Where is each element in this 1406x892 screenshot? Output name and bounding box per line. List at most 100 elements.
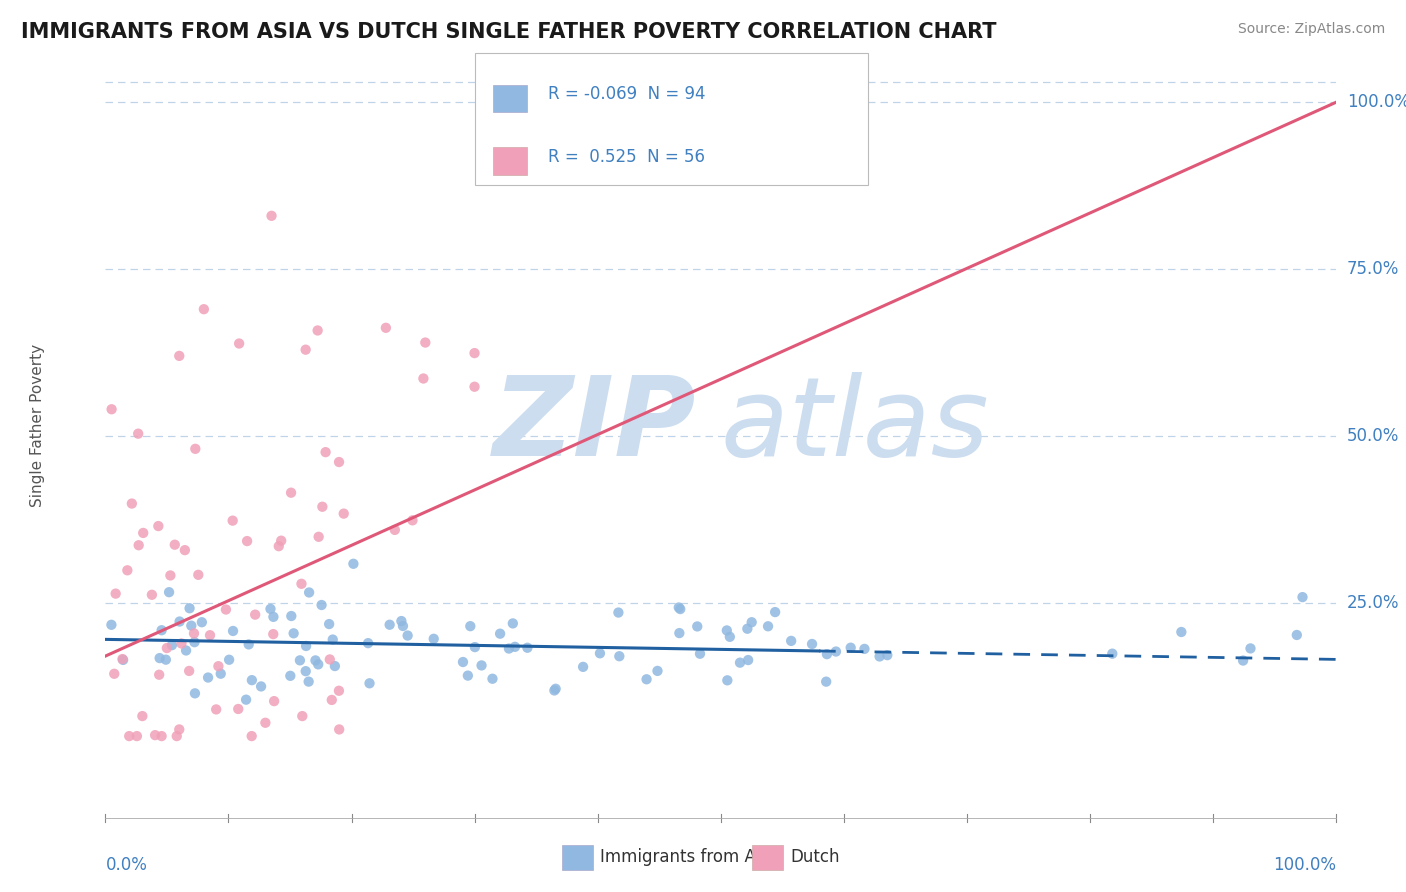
Point	[280, 609, 302, 624]
Point	[295, 639, 318, 653]
Point	[1285, 628, 1308, 642]
Point	[1232, 654, 1254, 668]
Point	[718, 630, 741, 644]
Point	[112, 653, 135, 667]
Point	[503, 640, 526, 654]
Point	[572, 660, 595, 674]
Point	[263, 694, 285, 708]
Point	[815, 674, 838, 689]
Text: 50.0%: 50.0%	[1347, 427, 1399, 445]
Point	[235, 692, 257, 706]
Point	[636, 673, 658, 687]
Point	[716, 624, 738, 638]
Point	[328, 723, 350, 737]
Point	[159, 568, 181, 582]
Point	[117, 563, 139, 577]
Point	[187, 567, 209, 582]
Text: IMMIGRANTS FROM ASIA VS DUTCH SINGLE FATHER POVERTY CORRELATION CHART: IMMIGRANTS FROM ASIA VS DUTCH SINGLE FAT…	[21, 22, 997, 42]
Point	[149, 651, 172, 665]
Point	[240, 729, 263, 743]
Point	[169, 615, 191, 629]
Point	[197, 671, 219, 685]
Point	[121, 497, 143, 511]
Point	[413, 335, 436, 350]
Point	[169, 723, 191, 737]
Point	[389, 614, 412, 628]
Point	[191, 615, 214, 630]
Point	[294, 664, 316, 678]
Point	[825, 644, 848, 658]
Point	[148, 519, 170, 533]
Point	[174, 643, 197, 657]
Point	[756, 619, 779, 633]
Point	[498, 641, 520, 656]
Point	[250, 680, 273, 694]
Point	[111, 652, 134, 666]
Point	[451, 655, 474, 669]
Point	[328, 683, 350, 698]
Point	[384, 523, 406, 537]
FancyBboxPatch shape	[494, 85, 527, 112]
Text: 100.0%: 100.0%	[1272, 855, 1336, 873]
Point	[148, 667, 170, 681]
Point	[741, 615, 763, 630]
Point	[321, 693, 343, 707]
Point	[169, 349, 191, 363]
Point	[357, 636, 380, 650]
Point	[157, 585, 180, 599]
Point	[470, 658, 492, 673]
Point	[311, 598, 333, 612]
Point	[516, 640, 538, 655]
Point	[1291, 590, 1313, 604]
Point	[716, 673, 738, 688]
Point	[304, 653, 326, 667]
Point	[607, 649, 630, 664]
Point	[323, 659, 346, 673]
Point	[853, 641, 876, 656]
FancyBboxPatch shape	[475, 53, 869, 185]
Point	[100, 617, 122, 632]
Point	[647, 664, 669, 678]
Point	[589, 646, 612, 660]
Point	[869, 649, 891, 664]
Point	[308, 530, 330, 544]
Text: Dutch: Dutch	[790, 848, 839, 866]
Point	[290, 576, 312, 591]
Point	[184, 686, 207, 700]
Point	[173, 543, 195, 558]
Point	[686, 619, 709, 633]
Point	[457, 668, 479, 682]
Point	[481, 672, 503, 686]
Point	[460, 619, 482, 633]
Point	[374, 321, 396, 335]
Point	[180, 618, 202, 632]
Point	[183, 635, 205, 649]
Point	[240, 673, 263, 688]
Point	[132, 525, 155, 540]
Point	[278, 669, 301, 683]
Point	[160, 638, 183, 652]
FancyBboxPatch shape	[494, 147, 527, 175]
Point	[780, 633, 803, 648]
Point	[1101, 647, 1123, 661]
Point	[205, 702, 228, 716]
Point	[464, 640, 486, 654]
Point	[607, 606, 630, 620]
Point	[689, 647, 711, 661]
Point	[155, 653, 177, 667]
Point	[179, 601, 201, 615]
Point	[262, 610, 284, 624]
Point	[298, 585, 321, 599]
Point	[288, 653, 311, 667]
Point	[315, 445, 337, 459]
Point	[228, 336, 250, 351]
Point	[280, 485, 302, 500]
Point	[422, 632, 444, 646]
Point	[801, 637, 824, 651]
Point	[207, 659, 229, 673]
Point	[156, 641, 179, 656]
Text: 100.0%: 100.0%	[1347, 94, 1406, 112]
Point	[128, 538, 150, 552]
Point	[543, 683, 565, 698]
Point	[1239, 641, 1261, 656]
